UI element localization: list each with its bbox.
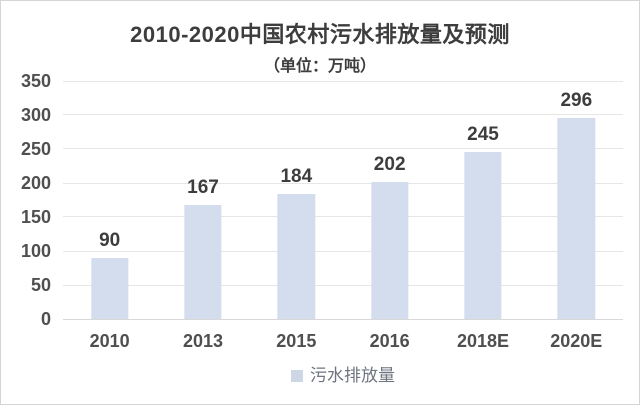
bar-slot: 245 [436, 81, 529, 319]
bar-slot: 202 [343, 81, 436, 319]
bar-slot: 296 [530, 81, 623, 319]
bar-value-label: 296 [560, 89, 593, 111]
bar-slot: 167 [156, 81, 249, 319]
x-axis-baseline [63, 318, 623, 320]
y-axis: 350 300 250 200 150 100 50 0 [9, 72, 51, 328]
y-tick-label: 350 [20, 71, 51, 91]
plot-area: 90 167 184 202 245 296 [63, 80, 623, 320]
bar-slot: 90 [63, 81, 156, 319]
bar-2015 [277, 193, 315, 319]
gridline [63, 148, 623, 150]
x-tick-label-2020E: 2020E [550, 331, 603, 351]
gridline [63, 114, 623, 116]
gridline [63, 182, 623, 184]
x-tick-label-2015: 2015 [276, 331, 317, 351]
bar-2010 [90, 257, 129, 319]
gridline [63, 250, 623, 252]
bar-value-label: 245 [467, 124, 499, 146]
bar-2016 [370, 181, 409, 319]
x-tick-label-2010: 2010 [89, 331, 130, 351]
x-tick-label-2016: 2016 [369, 331, 410, 351]
chart-subtitle: （单位：万吨） [263, 58, 376, 75]
y-tick-label: 200 [20, 173, 51, 193]
bar-2013 [184, 205, 222, 319]
legend: 污水排放量 [63, 367, 623, 384]
gridline [63, 80, 623, 82]
gridline [63, 284, 623, 286]
bar-value-label: 90 [99, 229, 121, 251]
y-tick-label: 300 [20, 105, 51, 125]
y-tick-label: 50 [30, 275, 51, 295]
bar-2020E [557, 117, 595, 319]
chart-title: 2010-2020中国农村污水排放量及预测 [130, 22, 510, 47]
bar-value-label: 202 [373, 153, 406, 175]
legend-swatch-icon [291, 369, 303, 382]
y-tick-label: 150 [20, 207, 51, 227]
x-tick-label-2018E: 2018E [456, 331, 509, 351]
y-tick-label: 250 [20, 139, 51, 159]
y-tick-label: 0 [40, 309, 51, 329]
gridline [63, 216, 623, 218]
bar-slot: 184 [250, 81, 343, 319]
legend-series-label: 污水排放量 [310, 366, 395, 385]
bar-value-label: 167 [187, 177, 219, 199]
x-tick-label-2013: 2013 [182, 331, 224, 351]
bar-value-label: 184 [280, 165, 313, 187]
y-tick-label: 100 [20, 241, 51, 261]
bar-2018E [464, 152, 502, 319]
x-axis: 2010 2013 2015 2016 2018E 2020E [63, 332, 623, 350]
